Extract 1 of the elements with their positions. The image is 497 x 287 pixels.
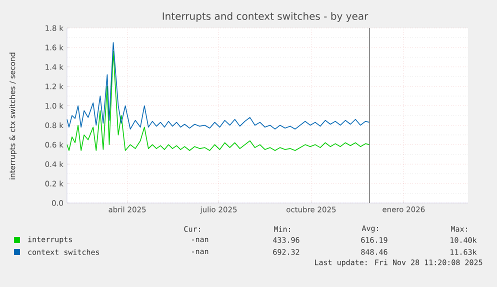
chart-title: Interrupts and context switches - by year [162, 12, 368, 22]
